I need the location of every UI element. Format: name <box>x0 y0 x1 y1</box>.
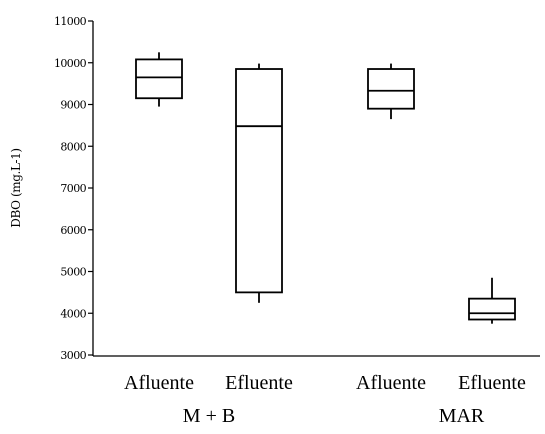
category-label: Efluente <box>225 372 293 394</box>
box-afluente-1 <box>135 52 183 107</box>
group-label: MAR <box>439 405 485 427</box>
iqr-box <box>367 68 415 110</box>
y-tick-label: 5000 <box>60 266 86 279</box>
y-tick-label: 4000 <box>60 307 86 320</box>
y-axis-label: DBO (mg.L-1) <box>9 148 23 227</box>
category-label: Afluente <box>356 372 426 394</box>
box-efluente-2 <box>468 277 516 324</box>
y-tick-label: 9000 <box>60 99 86 112</box>
box-afluente-2 <box>367 63 415 120</box>
y-tick-label: 7000 <box>60 182 86 195</box>
y-tick-label: 3000 <box>60 349 86 362</box>
y-ticks: 3000 4000 5000 6000 7000 8000 9000 10000 11000 <box>54 15 93 362</box>
iqr-box <box>235 68 283 294</box>
box-efluente-1 <box>235 63 283 303</box>
iqr-box <box>468 297 516 321</box>
y-tick-label: 11000 <box>54 15 87 28</box>
group-label: M + B <box>183 405 235 427</box>
iqr-box <box>135 58 183 100</box>
category-label: Afluente <box>124 372 194 394</box>
y-tick-label: 10000 <box>54 57 87 70</box>
category-labels: Afluente Efluente M + B Afluente Efluente MAR <box>124 372 526 427</box>
category-label: Efluente <box>458 372 526 394</box>
y-tick-label: 6000 <box>60 224 86 237</box>
boxes <box>135 52 516 324</box>
y-tick-label: 8000 <box>60 140 86 153</box>
